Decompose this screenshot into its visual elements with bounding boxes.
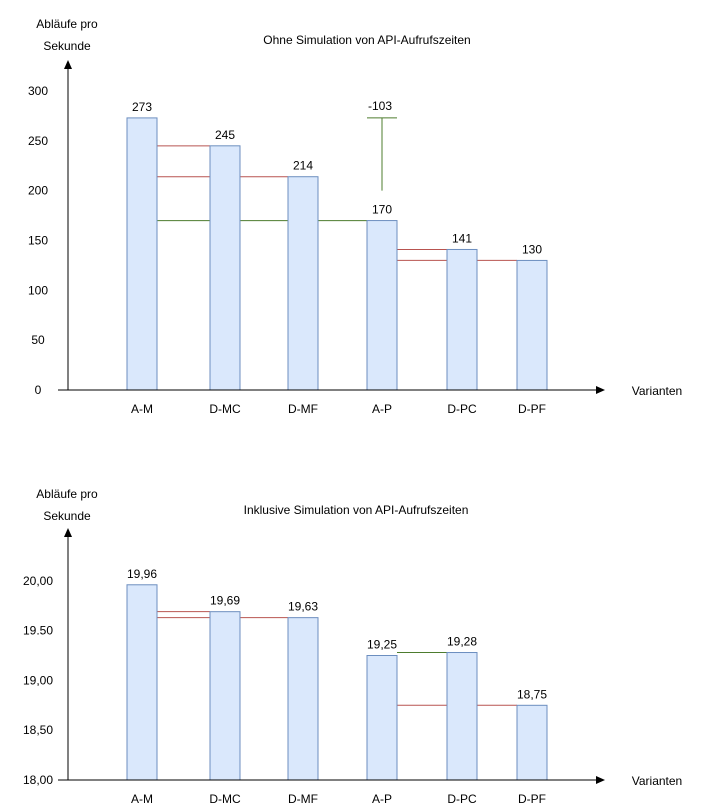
y-tick-label: 200 (28, 184, 48, 198)
x-tick-label: A-P (372, 792, 392, 806)
y-tick-label: 20,00 (23, 574, 53, 588)
data-label: 170 (372, 203, 392, 217)
y-axis-label-line2: Sekunde (43, 509, 91, 523)
data-label: 19,25 (367, 638, 397, 652)
bar-a-m (126, 117, 158, 391)
x-tick-label: D-PF (518, 792, 546, 806)
bar-d-mf (287, 176, 319, 391)
x-tick-label: A-P (372, 402, 392, 416)
x-axis-arrow (596, 386, 605, 394)
x-tick-label: D-MC (209, 792, 241, 806)
data-label: 273 (132, 100, 152, 114)
x-axis-label: Varianten (632, 774, 682, 788)
y-axis-label-line1: Abläufe pro (36, 487, 98, 501)
y-tick-label: 18,50 (23, 723, 53, 737)
data-label: 130 (522, 242, 542, 256)
x-tick-label: D-MC (209, 402, 241, 416)
y-tick-label: 300 (28, 84, 48, 98)
data-label: 19,63 (288, 600, 318, 614)
diff-annotation: -103 (368, 99, 392, 113)
bar-d-pf (516, 259, 548, 391)
x-tick-label: D-MF (288, 402, 318, 416)
y-axis-arrow (64, 528, 72, 537)
y-tick-label: 19,00 (23, 673, 53, 687)
x-tick-label: A-M (131, 792, 153, 806)
x-tick-label: D-MF (288, 792, 318, 806)
y-axis-arrow (64, 60, 72, 69)
bar-d-mc (209, 611, 241, 781)
y-axis-label-line1: Abläufe pro (36, 17, 98, 31)
bar-d-pf (516, 704, 548, 781)
data-label: 19,69 (210, 594, 240, 608)
y-tick-label: 150 (28, 234, 48, 248)
bar-d-mf (287, 617, 319, 781)
x-tick-label: D-PC (447, 402, 477, 416)
y-tick-label: 18,00 (23, 773, 53, 787)
x-tick-label: A-M (131, 402, 153, 416)
x-tick-label: D-PF (518, 402, 546, 416)
y-tick-label: 250 (28, 134, 48, 148)
y-tick-label: 50 (31, 333, 45, 347)
bar-a-p (366, 655, 398, 781)
y-tick-label: 19.50 (23, 624, 53, 638)
chart-title: Ohne Simulation von API-Aufrufszeiten (263, 33, 470, 47)
bar-d-mc (209, 145, 241, 391)
bar-a-p (366, 220, 398, 391)
chart-bottom: Inklusive Simulation von API-Aufrufszeit… (23, 487, 682, 806)
y-axis-label-line2: Sekunde (43, 39, 91, 53)
x-axis-label: Varianten (632, 384, 682, 398)
chart-title: Inklusive Simulation von API-Aufrufszeit… (244, 503, 469, 517)
data-label: 19,96 (127, 567, 157, 581)
data-label: 245 (215, 128, 235, 142)
data-label: 214 (293, 159, 313, 173)
chart-top: Ohne Simulation von API-Aufrufszeiten Abl… (28, 17, 682, 416)
x-axis-arrow (596, 776, 605, 784)
bar-a-m (126, 584, 158, 781)
data-label: 141 (452, 231, 472, 245)
y-tick-label: 100 (28, 283, 48, 297)
data-label: 19,28 (447, 635, 477, 649)
x-tick-label: D-PC (447, 792, 477, 806)
bar-d-pc (446, 652, 478, 781)
data-label: 18,75 (517, 687, 547, 701)
y-tick-label: 0 (35, 383, 42, 397)
bar-d-pc (446, 248, 478, 391)
